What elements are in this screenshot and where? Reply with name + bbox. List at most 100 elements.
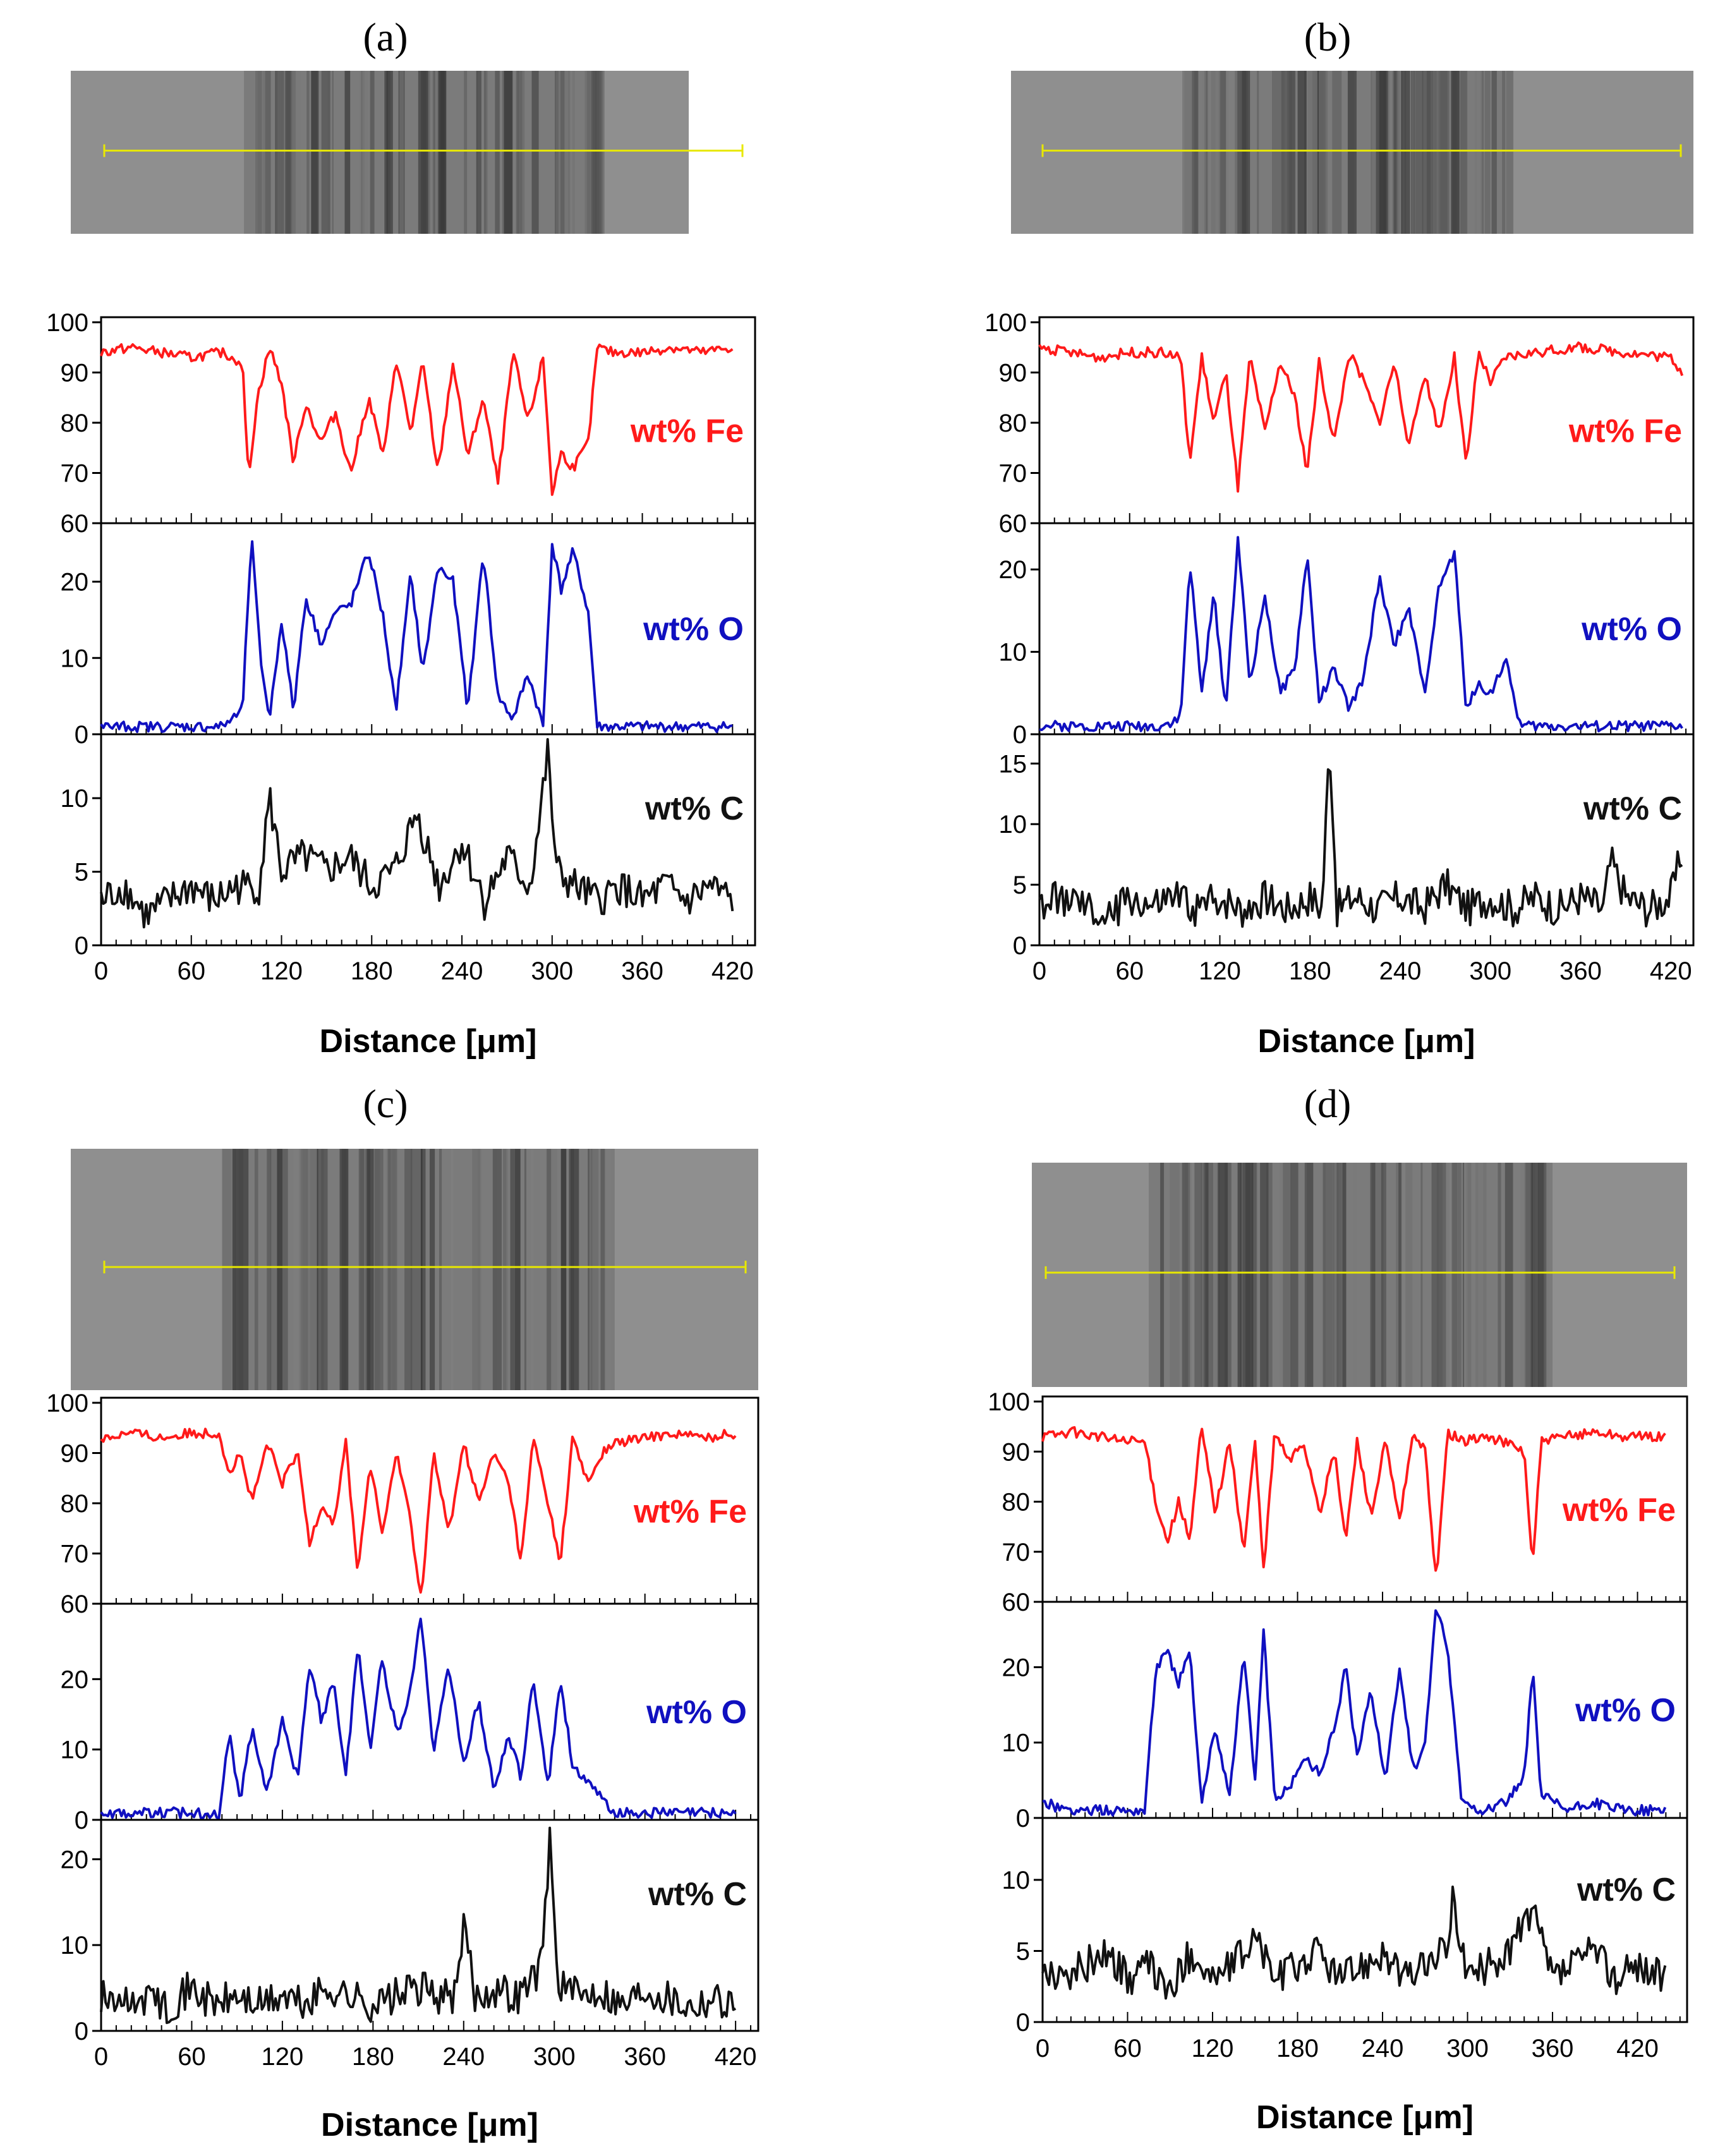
y-tick-label: 5: [1013, 871, 1027, 899]
wear-scratch: [1506, 71, 1514, 234]
y-tick-label: 10: [61, 1736, 89, 1764]
wear-scratch: [1208, 1163, 1217, 1387]
subplot-fe: 60 70 80 90 100 wt% Fe: [984, 309, 1695, 538]
wear-scratch: [1192, 71, 1198, 234]
wear-scratch: [339, 1149, 349, 1390]
wear-scratch: [365, 1149, 371, 1390]
wear-scratch: [531, 71, 539, 234]
wear-scratch: [270, 1149, 278, 1390]
wear-scratch: [510, 1149, 515, 1390]
wear-scratch: [1257, 71, 1259, 234]
x-tick-label: 60: [1113, 2035, 1142, 2062]
wear-scratch: [1184, 1163, 1190, 1387]
x-tick-label: 240: [441, 957, 483, 985]
wear-scratch: [524, 1149, 526, 1390]
wear-scratch: [586, 71, 596, 234]
wear-scratch: [1401, 71, 1403, 234]
wear-scratch: [421, 71, 428, 234]
y-tick-label: 0: [75, 1807, 88, 1834]
plot-frame: [1041, 1817, 1688, 2023]
wear-scratch: [1475, 71, 1477, 234]
wear-scratch: [1463, 1163, 1465, 1387]
wear-scratch: [1452, 1163, 1457, 1387]
x-tick-label: 420: [1650, 957, 1692, 985]
wear-scratch: [464, 71, 468, 234]
wear-scratch: [1318, 71, 1328, 234]
y-tick-label: 70: [1002, 1539, 1031, 1566]
x-tick-label: 360: [1559, 957, 1602, 985]
series-line: [100, 540, 733, 734]
wear-scratch: [503, 1149, 507, 1390]
x-axis-title: Distance [μm]: [320, 1023, 537, 1060]
x-tick-label: 120: [260, 957, 303, 985]
y-tick-label: 100: [46, 309, 88, 337]
x-tick-label: 360: [1532, 2035, 1574, 2062]
plot-frame: [100, 1819, 760, 2032]
y-tick-label: 20: [61, 1846, 89, 1874]
series-line: [100, 738, 734, 929]
wear-scratch: [1281, 71, 1285, 234]
wear-scratch: [1242, 1163, 1246, 1387]
x-tick-label: 240: [1379, 957, 1422, 985]
wear-scratch: [1225, 1163, 1232, 1387]
x-tick-label: 180: [1276, 2035, 1319, 2062]
x-tick-label: 240: [1362, 2035, 1404, 2062]
y-tick-label: 5: [75, 859, 88, 887]
wear-scratch: [1202, 71, 1206, 234]
x-axis-title: Distance [μm]: [1258, 1023, 1475, 1060]
series-label: wt% C: [645, 790, 744, 827]
wear-scratch: [321, 1149, 328, 1390]
wear-scratch: [258, 71, 265, 234]
wear-scratch: [1502, 71, 1506, 234]
wear-scratch: [1451, 1163, 1462, 1387]
wear-scratch: [398, 71, 405, 234]
wear-scratch: [1474, 71, 1480, 234]
wear-scratch: [1322, 1163, 1332, 1387]
subplot-fe: 60 70 80 90 100 wt% Fe: [988, 1388, 1688, 1616]
x-tick-label: 300: [1469, 957, 1511, 985]
y-tick-label: 70: [61, 1541, 89, 1568]
wear-scratch: [1411, 71, 1416, 234]
wear-scratch: [486, 71, 488, 234]
wear-scratch: [1337, 1163, 1342, 1387]
y-tick-label: 10: [999, 639, 1027, 667]
wear-scratch: [588, 1149, 590, 1390]
x-tick-label: 0: [94, 2043, 108, 2071]
x-tick-label: 240: [442, 2043, 485, 2071]
wear-scratch: [308, 1149, 317, 1390]
y-tick-label: 10: [61, 785, 89, 813]
wear-scratch: [306, 71, 310, 234]
subplot-c: 0 5 10 wt% C: [61, 733, 756, 960]
wear-scratch: [1484, 71, 1491, 234]
wear-scratch: [311, 71, 319, 234]
y-tick-label: 80: [1002, 1489, 1031, 1517]
y-tick-label: 0: [1013, 932, 1027, 960]
wear-scratch: [1332, 71, 1342, 234]
wear-scratch: [494, 1149, 497, 1390]
panel-label: (a): [363, 15, 408, 59]
panel-label: (b): [1304, 15, 1352, 59]
wear-scratch: [1218, 1163, 1228, 1387]
sem-image: [71, 1149, 758, 1390]
wear-scratch: [349, 1149, 360, 1390]
series-line: [100, 1618, 737, 1820]
sem-image: [1011, 71, 1693, 234]
wear-scratch: [1434, 71, 1439, 234]
wear-scratch: [1211, 71, 1216, 234]
wear-scratch: [451, 1149, 454, 1390]
wear-scratch: [504, 71, 513, 234]
y-tick-label: 100: [46, 1390, 88, 1417]
y-tick-label: 90: [999, 360, 1027, 387]
wear-scratch: [478, 1149, 481, 1390]
wear-scratch: [568, 71, 570, 234]
wear-scratch: [1297, 71, 1307, 234]
wear-scratch: [1184, 71, 1195, 234]
wear-scratch: [358, 1149, 365, 1390]
x-tick-label: 180: [1289, 957, 1331, 985]
y-tick-label: 60: [999, 510, 1027, 538]
x-tick-label: 300: [1446, 2035, 1489, 2062]
subplot-o: 0 10 20 wt% O: [1002, 1601, 1688, 1832]
wear-scratch: [531, 1149, 534, 1390]
panel-b: (b) 60 70 80 90 100 wt% Fe 0 10 20 wt% O 0 5 10 15 wt% …: [984, 15, 1695, 1060]
